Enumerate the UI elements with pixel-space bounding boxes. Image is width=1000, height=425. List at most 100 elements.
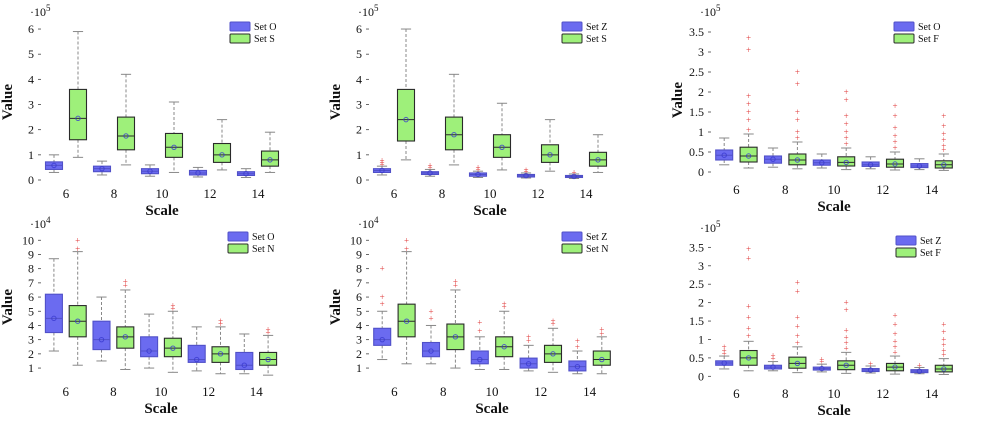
mean-marker — [745, 153, 752, 159]
box-set-n: ++ — [446, 276, 465, 369]
mean-marker — [427, 170, 433, 176]
x-tick-label: 12 — [534, 384, 547, 399]
box-set-s — [68, 31, 88, 158]
outlier-point: + — [746, 312, 751, 322]
x-tick-label: 14 — [925, 182, 939, 197]
outlier-point: + — [746, 323, 751, 333]
mean-marker — [403, 318, 410, 324]
y-tick-label: 5 — [356, 47, 362, 61]
box-set-n: ++ — [68, 235, 87, 366]
y-tick-label: 2 — [28, 123, 34, 137]
mean-marker — [892, 161, 898, 167]
box-set-z: ++ — [421, 306, 441, 365]
box-set-z: + — [564, 167, 584, 180]
y-tick-label: 6 — [28, 290, 34, 304]
box-body — [373, 327, 392, 346]
box-set-o — [715, 137, 734, 166]
outlier-point: + — [502, 299, 507, 309]
y-tick-label: 7 — [28, 276, 34, 290]
outlier-point: + — [266, 328, 271, 338]
outlier-point: + — [266, 325, 271, 335]
mean-marker — [219, 152, 225, 158]
mean-marker — [916, 368, 923, 374]
axis-multiplier-exponent: 4 — [374, 215, 379, 225]
axis-multiplier: ·104 — [358, 215, 379, 231]
y-tick-label: 5 — [356, 304, 362, 318]
outlier-point: + — [475, 164, 480, 174]
box-body — [837, 156, 856, 167]
outlier-point: + — [941, 340, 946, 350]
box-set-n: ++ — [592, 325, 611, 375]
box-set-o — [44, 258, 63, 352]
axis-multiplier: ·105 — [30, 3, 51, 19]
axis-multiplier-exponent: 5 — [46, 3, 51, 13]
x-tick-label: 12 — [876, 386, 889, 401]
legend-swatch — [895, 235, 917, 246]
mean-marker — [721, 360, 727, 366]
box-body — [739, 146, 758, 163]
y-tick-label: 0 — [28, 173, 34, 187]
outlier-point: + — [599, 325, 604, 335]
outlier-point: + — [746, 115, 751, 125]
outlier-point: + — [770, 351, 775, 361]
x-tick-label: 8 — [111, 186, 118, 201]
box-body — [519, 357, 538, 369]
legend-label: Set Z — [920, 236, 941, 247]
y-tick-label: 2 — [356, 347, 362, 361]
axis-multiplier-exponent: 5 — [716, 219, 721, 229]
y-tick-label: 2 — [28, 347, 34, 361]
outlier-point: + — [550, 316, 555, 326]
outlier-point: + — [892, 143, 897, 153]
y-tick-label: 2 — [698, 296, 704, 310]
y-tick-label: 10 — [350, 233, 362, 247]
outlier-point: + — [123, 276, 128, 286]
box-set-z: +++ — [715, 342, 734, 370]
outlier-point: + — [477, 318, 482, 328]
box-set-f: ++++++ — [934, 320, 953, 375]
outlier-point: + — [746, 244, 751, 254]
box-set-o — [92, 160, 112, 176]
mean-marker — [265, 356, 271, 363]
mean-marker — [843, 159, 849, 166]
outlier-point: + — [170, 303, 175, 313]
outlier-point: + — [523, 165, 528, 175]
mean-marker — [122, 334, 129, 340]
mean-marker — [574, 363, 581, 370]
box-body — [492, 134, 512, 158]
x-tick-label: 6 — [63, 384, 70, 399]
x-tick-label: 14 — [250, 384, 264, 399]
box-set-o — [236, 168, 256, 178]
mean-marker — [51, 315, 57, 322]
box-set-s — [212, 119, 232, 171]
outlier-point: + — [795, 287, 800, 297]
y-tick-label: 0.5 — [689, 145, 704, 159]
mean-marker — [941, 366, 947, 372]
mean-marker — [452, 334, 459, 340]
box-set-s — [588, 134, 608, 173]
mean-marker — [550, 351, 556, 357]
y-tick-label: 4 — [28, 318, 34, 332]
y-tick-label: 2.5 — [689, 65, 704, 79]
x-tick-label: 6 — [733, 386, 740, 401]
box-set-n: ++ — [543, 316, 563, 373]
box-set-o — [140, 313, 159, 369]
y-tick-label: 1.5 — [689, 105, 704, 119]
x-tick-label: 10 — [828, 182, 841, 197]
y-axis-label: Value — [328, 84, 344, 120]
box-body — [421, 341, 441, 358]
outlier-point: + — [795, 115, 800, 125]
outlier-point: + — [526, 336, 531, 346]
outlier-point: + — [722, 346, 727, 356]
legend-label: Set S — [586, 34, 607, 45]
legend-swatch — [893, 33, 915, 44]
x-axis-label: Scale — [817, 199, 851, 215]
outlier-point: + — [941, 320, 946, 330]
box-set-o — [861, 156, 880, 170]
outlier-point: + — [746, 91, 751, 101]
mean-marker — [571, 173, 577, 180]
mean-marker — [477, 356, 483, 363]
